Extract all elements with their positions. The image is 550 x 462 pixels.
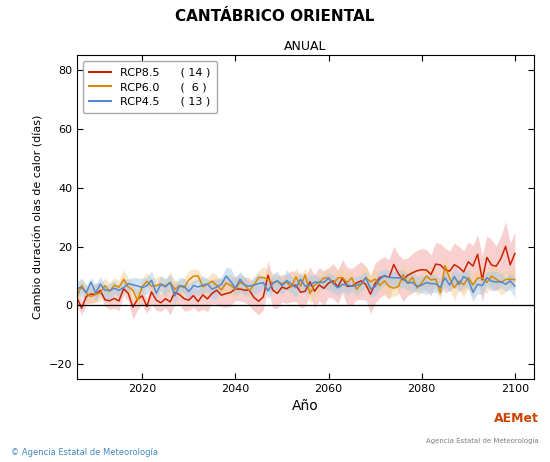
Text: CANTÁBRICO ORIENTAL: CANTÁBRICO ORIENTAL — [175, 9, 375, 24]
Legend: RCP8.5      ( 14 ), RCP6.0      (  6 ), RCP4.5      ( 13 ): RCP8.5 ( 14 ), RCP6.0 ( 6 ), RCP4.5 ( 13… — [82, 61, 217, 113]
Text: © Agencia Estatal de Meteorología: © Agencia Estatal de Meteorología — [11, 449, 158, 457]
Title: ANUAL: ANUAL — [284, 40, 327, 53]
X-axis label: Año: Año — [292, 399, 318, 413]
Text: Agencia Estatal de Meteorología: Agencia Estatal de Meteorología — [426, 437, 539, 444]
Y-axis label: Cambio duración olas de calor (días): Cambio duración olas de calor (días) — [33, 115, 43, 319]
Text: AEMet: AEMet — [494, 412, 539, 425]
